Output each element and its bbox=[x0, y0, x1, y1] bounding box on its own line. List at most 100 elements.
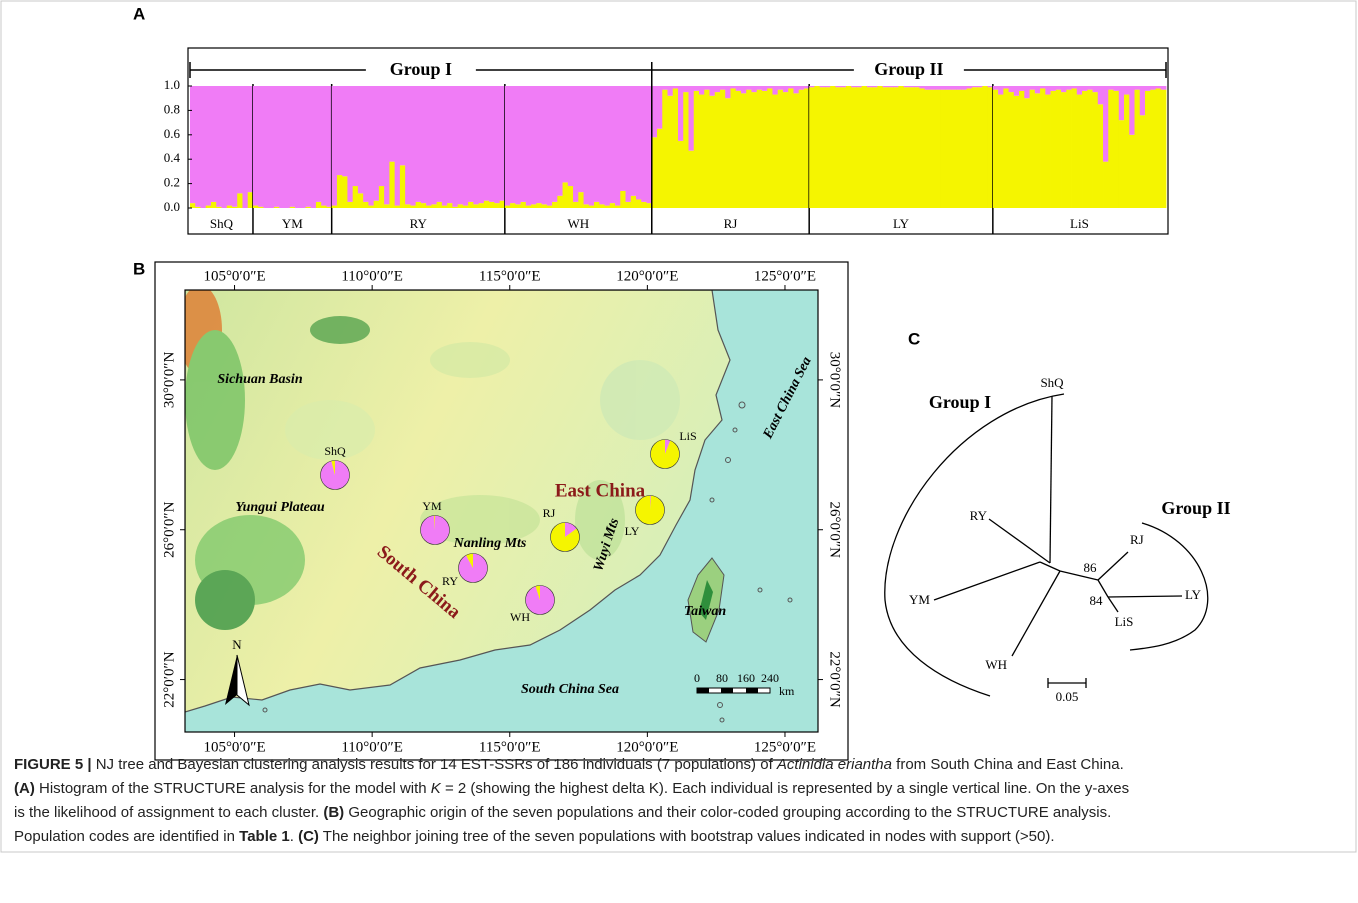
bar-segment bbox=[961, 86, 967, 90]
bar-segment bbox=[521, 202, 527, 208]
lat-tick-label: 30°0′0″N bbox=[827, 352, 843, 409]
bar-segment bbox=[547, 206, 553, 208]
bar-segment bbox=[631, 196, 637, 208]
bar-segment bbox=[872, 87, 878, 208]
group-label: Group I bbox=[929, 392, 991, 412]
bar-segment bbox=[279, 86, 285, 208]
bar-segment bbox=[872, 86, 878, 87]
bar-segment bbox=[358, 86, 364, 193]
bar-segment bbox=[820, 87, 826, 208]
bar-segment bbox=[1045, 86, 1051, 95]
bar-segment bbox=[421, 203, 427, 208]
bar-segment bbox=[1098, 86, 1104, 104]
bar-segment bbox=[1145, 91, 1151, 208]
bar-segment bbox=[709, 86, 715, 96]
bar-segment bbox=[274, 207, 280, 208]
bar-segment bbox=[211, 86, 217, 202]
bar-segment bbox=[793, 86, 799, 93]
bar-segment bbox=[709, 96, 715, 208]
bar-segment bbox=[610, 86, 616, 203]
x-tick-label: WH bbox=[567, 216, 589, 231]
tree-branches bbox=[885, 394, 1208, 696]
bar-segment bbox=[515, 86, 521, 204]
bar-segment bbox=[510, 203, 516, 208]
lon-tick-label: 110°0′0″E bbox=[341, 268, 403, 284]
caption-text: from South China and East China. bbox=[892, 756, 1124, 773]
bar-segment bbox=[1024, 86, 1030, 98]
bar-segment bbox=[767, 88, 773, 208]
bar-segment bbox=[688, 151, 694, 208]
lat-tick-label: 22°0′0″N bbox=[827, 651, 843, 708]
panel-label: A bbox=[133, 4, 145, 23]
bar-segment bbox=[1035, 93, 1041, 208]
bar-segment bbox=[494, 86, 500, 203]
bar-segment bbox=[337, 86, 343, 175]
bar-segment bbox=[678, 141, 684, 208]
place-label: South China Sea bbox=[521, 682, 619, 697]
bar-segment bbox=[442, 86, 448, 206]
pie-label: WH bbox=[510, 610, 530, 624]
bar-segment bbox=[347, 86, 353, 202]
bar-segment bbox=[463, 86, 469, 206]
bar-segment bbox=[720, 86, 726, 90]
bar-segment bbox=[1066, 86, 1072, 90]
leaf-label: ShQ bbox=[1040, 375, 1064, 390]
bar-segment bbox=[998, 86, 1004, 95]
y-tick-label: 0.6 bbox=[164, 126, 181, 141]
bar-segment bbox=[688, 86, 694, 151]
bar-segment bbox=[584, 204, 590, 208]
bar-segment bbox=[772, 95, 778, 208]
bar-segment bbox=[961, 90, 967, 208]
bar-segment bbox=[253, 86, 259, 206]
bar-segment bbox=[998, 95, 1004, 208]
bar-segment bbox=[652, 86, 658, 137]
bar-segment bbox=[332, 206, 338, 208]
bar-segment bbox=[704, 90, 710, 208]
bar-segment bbox=[730, 88, 736, 208]
bar-segment bbox=[778, 90, 784, 208]
bar-segment bbox=[389, 162, 395, 208]
bar-segment bbox=[1108, 86, 1114, 90]
bar-segment bbox=[715, 86, 721, 92]
bar-segment bbox=[993, 86, 999, 90]
bar-segment bbox=[426, 86, 432, 206]
bar-segment bbox=[227, 206, 233, 208]
bar-segment bbox=[1045, 95, 1051, 208]
bar-segment bbox=[573, 86, 579, 202]
bar-segment bbox=[290, 86, 296, 207]
bar-segment bbox=[641, 86, 647, 202]
bar-segment bbox=[925, 90, 931, 208]
bar-segment bbox=[788, 88, 794, 208]
bar-segment bbox=[505, 206, 511, 208]
bar-segment bbox=[510, 86, 516, 203]
bar-segment bbox=[1156, 88, 1162, 208]
bar-segment bbox=[893, 87, 899, 208]
panel-label: C bbox=[908, 329, 920, 348]
bar-segment bbox=[967, 86, 973, 88]
bar-segment bbox=[237, 86, 243, 193]
bar-segment bbox=[368, 86, 374, 206]
bar-segment bbox=[904, 87, 910, 208]
bar-segment bbox=[673, 86, 679, 88]
bar-segment bbox=[641, 202, 647, 208]
lat-tick-label: 22°0′0″N bbox=[161, 651, 177, 708]
bar-segment bbox=[1024, 98, 1030, 208]
bar-segment bbox=[662, 90, 668, 208]
bar-segment bbox=[930, 90, 936, 208]
bar-segment bbox=[473, 86, 479, 204]
bar-segment bbox=[405, 86, 411, 204]
bar-segment bbox=[914, 86, 920, 87]
bar-segment bbox=[631, 86, 637, 196]
bar-segment bbox=[1103, 162, 1109, 208]
pie-label: YM bbox=[422, 499, 442, 513]
bar-segment bbox=[846, 86, 852, 208]
group-label: Group II bbox=[1161, 498, 1230, 518]
structure-plot: ShQYMRYWHRJLYLiSGroup IGroup II0.00.20.4… bbox=[164, 59, 1167, 234]
bar-segment bbox=[841, 86, 847, 87]
bar-segment bbox=[1140, 115, 1146, 208]
x-tick-label: RJ bbox=[724, 216, 738, 231]
caption-text: Table 1 bbox=[239, 828, 290, 845]
bar-segment bbox=[877, 86, 883, 208]
bar-segment bbox=[1051, 86, 1057, 91]
bar-segment bbox=[473, 204, 479, 208]
